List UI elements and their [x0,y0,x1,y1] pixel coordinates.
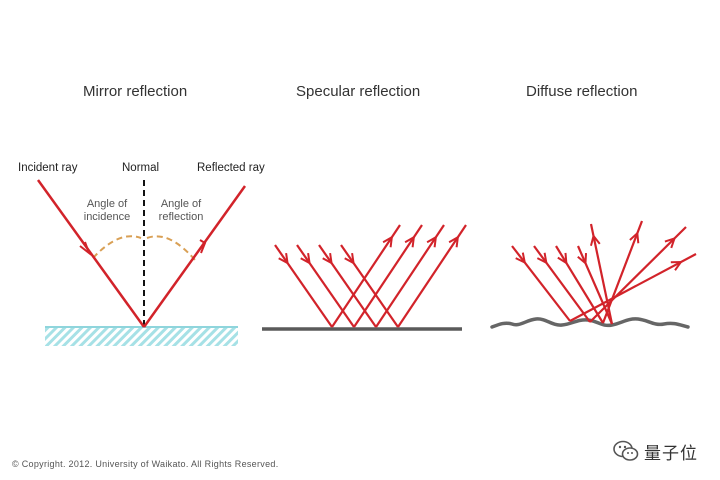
incident-ray-arrowhead [79,241,92,256]
specular-incident-ray-4-arrowhead [344,252,355,265]
specular-incident-ray-3-arrowhead [322,252,333,265]
angle-of-reflection-line1: Angle of [160,198,202,210]
diffuse-incident-ray-2-arrowhead [536,252,548,265]
specular-reflected-ray-4-arrowhead [448,235,460,248]
angle-of-incidence-arc [92,235,142,259]
specular-incident-ray-2-arrowhead [300,252,311,265]
copyright-notice: © Copyright. 2012. University of Waikato… [12,459,279,469]
diffuse-incident-ray-4-arrowhead [577,253,588,266]
reflected-ray-label: Reflected ray [197,162,265,174]
normal-label: Normal [122,162,160,174]
diffuse-incident-ray-4 [576,245,614,325]
angle-of-incidence-label: Angle of incidence [76,198,138,224]
diffuse-reflected-ray-1 [569,253,697,322]
specular-incident-ray-2 [296,244,355,328]
diffuse-reflection-title: Diffuse reflection [526,83,638,100]
diffuse-rays [511,220,697,325]
diffuse-reflected-ray-2 [589,226,687,323]
angle-of-incidence-line2: incidence [83,211,131,223]
specular-reflection-title: Specular reflection [296,83,421,100]
incident-ray [36,179,146,328]
diffuse-rough-surface [490,317,690,329]
mirror-reflection-title: Mirror reflection [83,83,188,100]
specular-reflected-ray-3-arrowhead [426,235,438,248]
specular-reflected-ray-1-arrowhead [382,235,394,248]
watermark-text: 量子位 [644,443,698,464]
specular-reflected-ray-4 [397,224,467,328]
mirror-surface-hatch [45,328,238,346]
angle-of-reflection-line2: reflection [158,211,204,223]
angle-of-reflection-label: Angle of reflection [150,198,212,224]
diffuse-incident-ray-1 [511,245,571,322]
angle-of-incidence-line1: Angle of [86,198,128,210]
wechat-icon [613,440,639,461]
diffuse-incident-ray-3 [555,245,604,324]
specular-incident-ray-4 [340,244,399,328]
specular-panel [262,224,467,331]
reflected-ray-arrowhead [199,239,207,254]
diffuse-incident-ray-2 [533,245,591,323]
mirror-panel [36,179,247,346]
specular-incident-ray-1-arrowhead [278,252,289,265]
diffuse-incident-ray-3-arrowhead [557,252,568,265]
specular-rays [274,224,467,328]
watermark: 量子位 [612,438,698,464]
specular-incident-ray-1 [274,244,333,328]
incident-ray-label: Incident ray [18,162,78,174]
specular-incident-ray-3 [318,244,377,328]
diffuse-reflected-ray-4-arrowhead [589,233,601,246]
diffuse-reflected-ray-4 [589,223,614,325]
diffuse-panel [490,220,697,329]
diffuse-reflected-ray-3 [601,220,644,324]
reflected-ray [142,185,247,328]
diffuse-reflected-ray-1-arrowhead [670,260,683,271]
diffuse-incident-ray-1-arrowhead [515,252,527,265]
angle-of-reflection-arc [146,235,196,261]
diffuse-reflected-ray-2-arrowhead [664,236,677,249]
specular-reflected-ray-2-arrowhead [404,235,416,248]
diffuse-reflected-ray-3-arrowhead [629,231,640,244]
